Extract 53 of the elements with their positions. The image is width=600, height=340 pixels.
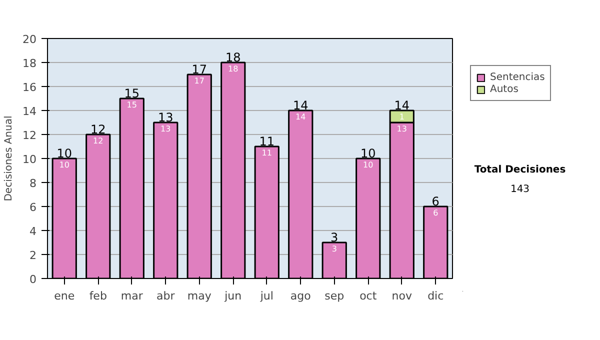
total-label: 17 bbox=[192, 62, 208, 76]
data-label: 10 bbox=[59, 160, 70, 170]
y-tick-label: 20 bbox=[22, 33, 37, 46]
x-tick-label: nov bbox=[392, 290, 412, 302]
y-tick-label: 6 bbox=[30, 201, 36, 214]
total-label: 13 bbox=[158, 110, 174, 124]
y-tick-label: 18 bbox=[22, 57, 37, 70]
data-label: 1 bbox=[399, 112, 404, 122]
y-tick-label: 16 bbox=[22, 81, 37, 94]
x-tick-label: dic bbox=[428, 290, 444, 302]
data-label: 6 bbox=[433, 208, 438, 218]
total-label: 15 bbox=[124, 86, 140, 100]
data-label: 13 bbox=[160, 124, 171, 134]
x-tick-label: jun bbox=[224, 290, 242, 302]
x-tick-label: sep bbox=[324, 290, 344, 302]
x-tick-label: ago bbox=[290, 290, 312, 302]
total-label: 14 bbox=[394, 98, 410, 112]
text: Total Decisiones bbox=[474, 164, 566, 176]
y-axis-title: Decisiones Anual bbox=[4, 116, 15, 202]
total-label: 11 bbox=[259, 134, 275, 148]
x-tick-label: jul bbox=[259, 290, 274, 302]
total-label: 3 bbox=[330, 230, 338, 244]
legend-label: Autos bbox=[490, 83, 518, 95]
data-label: 13 bbox=[396, 124, 407, 134]
data-label: 11 bbox=[262, 148, 272, 158]
y-tick-label: 14 bbox=[22, 105, 37, 118]
x-tick-label: may bbox=[187, 290, 212, 302]
y-tick-label: 0 bbox=[30, 273, 36, 286]
y-tick-label: 8 bbox=[30, 177, 36, 190]
data-label: 18 bbox=[228, 64, 238, 74]
y-tick-label: 12 bbox=[22, 129, 37, 142]
text: 143 bbox=[510, 184, 530, 195]
total-label: 12 bbox=[90, 122, 106, 136]
y-tick-label: 10 bbox=[22, 153, 37, 166]
total-label: 6 bbox=[432, 194, 440, 208]
total-label: 10 bbox=[56, 146, 72, 160]
x-tick-label: ene bbox=[54, 290, 75, 302]
data-label: 15 bbox=[126, 100, 137, 110]
x-tick-label: abr bbox=[156, 290, 176, 302]
data-label: 17 bbox=[194, 76, 204, 86]
legend-label: Sentencias bbox=[490, 71, 545, 83]
y-tick-label: 2 bbox=[30, 249, 36, 262]
total-label: 18 bbox=[225, 50, 241, 64]
x-tick-label: mar bbox=[120, 290, 144, 302]
data-label: 10 bbox=[363, 160, 374, 170]
y-tick-label: 4 bbox=[30, 225, 36, 238]
total-label: 10 bbox=[360, 146, 376, 160]
data-label: 3 bbox=[332, 244, 337, 254]
data-label: 14 bbox=[296, 112, 306, 122]
x-tick-label: feb bbox=[89, 290, 107, 302]
total-label: 14 bbox=[292, 98, 308, 112]
data-label: 12 bbox=[93, 136, 104, 146]
x-tick-label: oct bbox=[360, 290, 378, 302]
